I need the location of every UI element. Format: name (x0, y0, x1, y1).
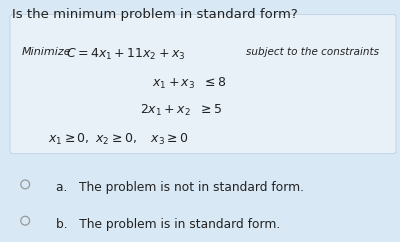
Text: $2x_1 + x_2\ \ \geq 5$: $2x_1 + x_2\ \ \geq 5$ (140, 103, 222, 118)
Text: a.   The problem is not in standard form.: a. The problem is not in standard form. (56, 182, 304, 195)
Text: $C = 4x_1 + 11x_2 + x_3$: $C = 4x_1 + 11x_2 + x_3$ (66, 47, 186, 62)
Text: Is the minimum problem in standard form?: Is the minimum problem in standard form? (12, 8, 298, 22)
FancyBboxPatch shape (10, 15, 396, 154)
Text: Minimize: Minimize (22, 47, 72, 57)
Text: subject to the constraints: subject to the constraints (246, 47, 379, 57)
Text: b.   The problem is in standard form.: b. The problem is in standard form. (56, 218, 280, 231)
Text: $x_1 \geq 0,\ x_2 \geq 0,\quad x_3 \geq 0$: $x_1 \geq 0,\ x_2 \geq 0,\quad x_3 \geq … (48, 132, 188, 147)
Text: $x_1 + x_3\ \ \leq 8$: $x_1 + x_3\ \ \leq 8$ (152, 76, 227, 91)
